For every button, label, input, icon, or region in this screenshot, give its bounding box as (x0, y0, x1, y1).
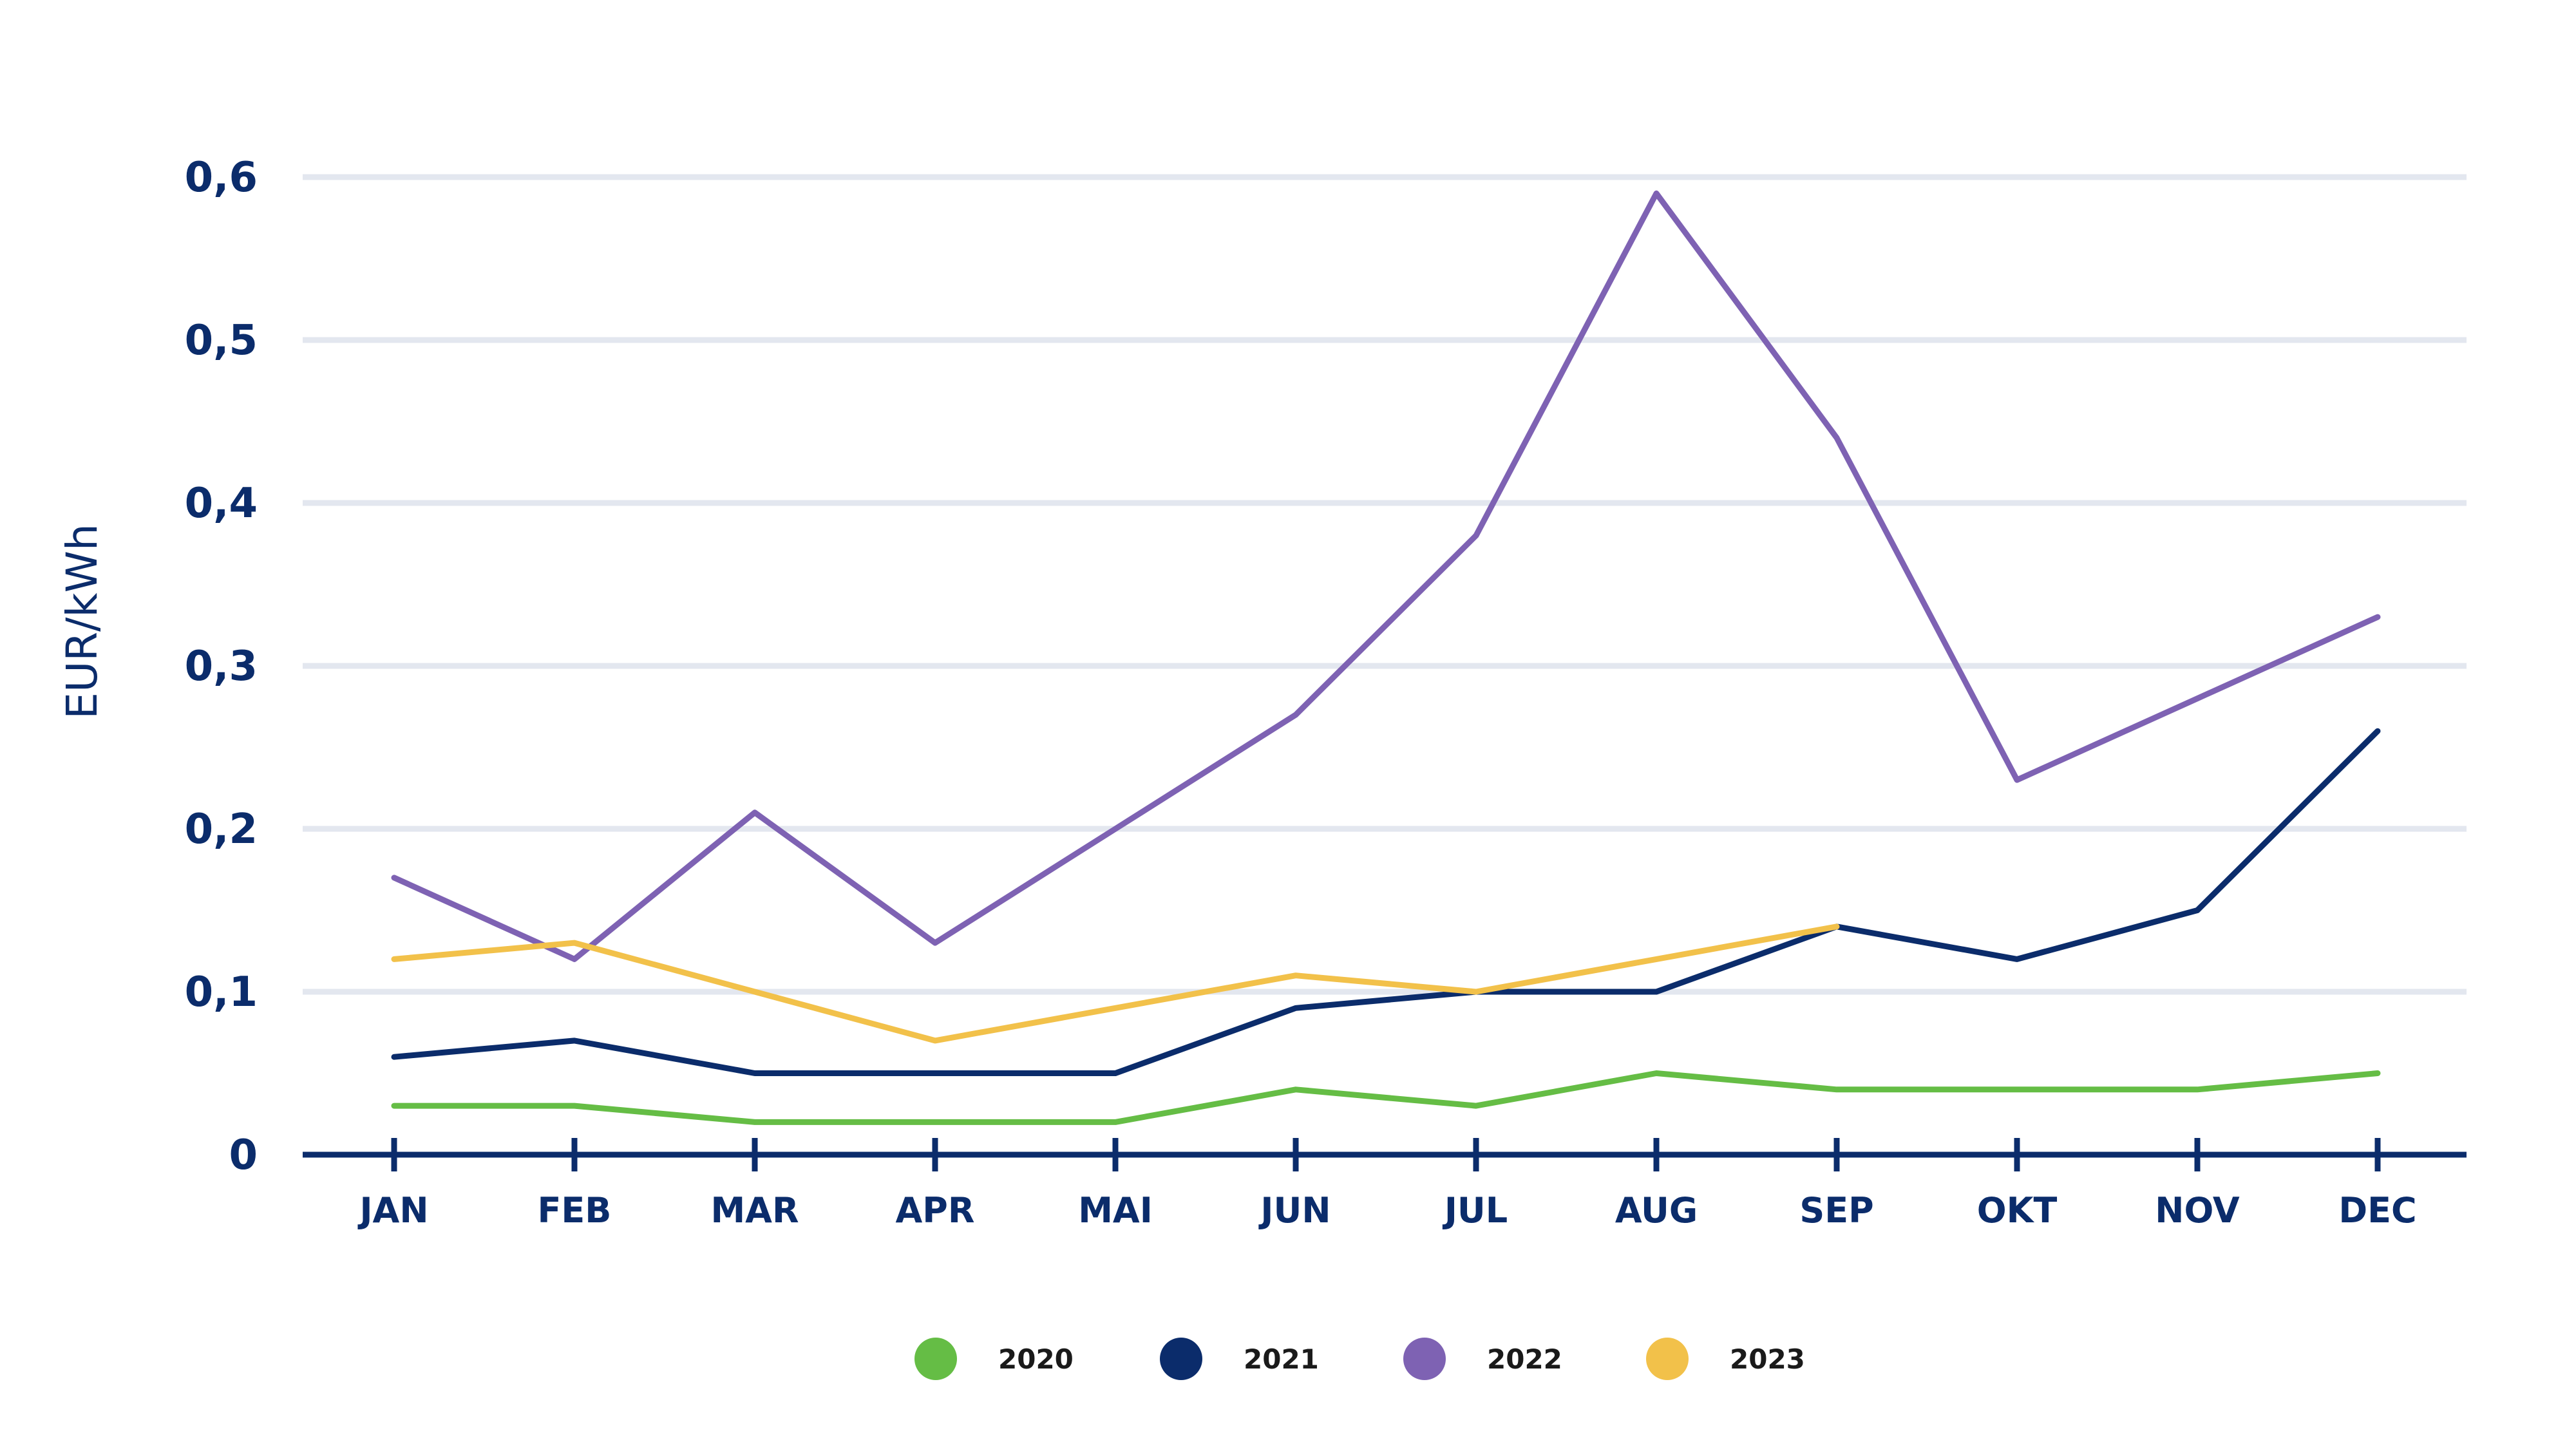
y-tick-label: 0,2 (185, 806, 258, 853)
legend-label-2020: 2020 (998, 1343, 1074, 1375)
series-lines (391, 190, 2381, 1125)
y-tick-label: 0 (229, 1132, 258, 1179)
x-tick-label: MAR (710, 1190, 799, 1231)
legend-swatch-2020 (914, 1338, 957, 1380)
x-tick-label: JAN (357, 1190, 428, 1231)
y-tick-label: 0,3 (185, 643, 258, 690)
legend-label-2021: 2021 (1244, 1343, 1319, 1375)
series-line-2020 (391, 1070, 2381, 1125)
legend-swatch-2021 (1160, 1338, 1202, 1380)
y-tick-label: 0,1 (185, 969, 258, 1016)
x-tick-label: NOV (2155, 1190, 2240, 1231)
legend-swatch-2023 (1646, 1338, 1689, 1380)
y-axis-ticks: 0 0,1 0,2 0,3 0,4 0,5 0,6 (185, 154, 258, 1179)
legend: 2020 2021 2022 2023 (914, 1338, 1805, 1380)
x-tick-label: SEP (1799, 1190, 1873, 1231)
series-line-2023 (391, 923, 1840, 1044)
legend-label-2022: 2022 (1487, 1343, 1562, 1375)
y-tick-label: 0,4 (185, 480, 258, 527)
y-tick-label: 0,6 (185, 154, 258, 202)
x-tick-label: OKT (1977, 1190, 2058, 1231)
x-axis: JAN FEB MAR APR MAI JUN JUL AUG SEP OKT NOV DEC (303, 1138, 2467, 1231)
series-line-2022 (391, 190, 2381, 962)
legend-label-2023: 2023 (1730, 1343, 1805, 1375)
y-tick-label: 0,5 (185, 317, 258, 365)
x-tick-label: JUN (1258, 1190, 1331, 1231)
x-tick-label: MAI (1078, 1190, 1153, 1231)
legend-swatch-2022 (1403, 1338, 1446, 1380)
series-line-2021 (391, 728, 2381, 1076)
gridlines (303, 174, 2467, 995)
x-tick-label: DEC (2338, 1190, 2416, 1231)
x-tick-label: JUL (1442, 1190, 1508, 1231)
y-axis-label: EUR/kWh (57, 524, 107, 719)
x-tick-label: APR (896, 1190, 975, 1231)
x-tick-label: FEB (538, 1190, 612, 1231)
x-tick-label: AUG (1615, 1190, 1698, 1231)
